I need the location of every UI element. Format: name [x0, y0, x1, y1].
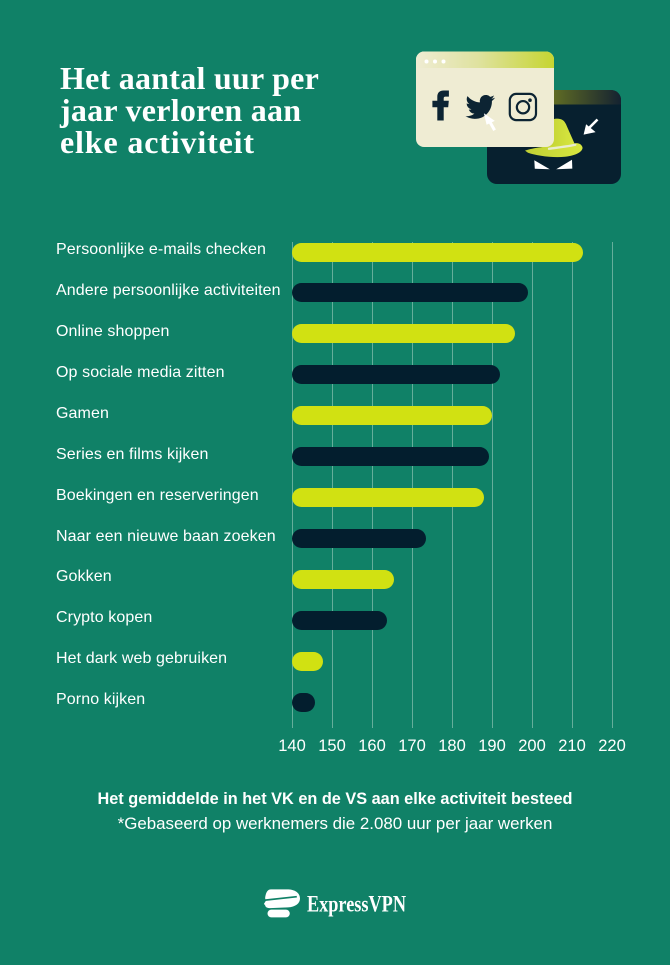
- svg-text:ExpressVPN: ExpressVPN: [307, 892, 406, 918]
